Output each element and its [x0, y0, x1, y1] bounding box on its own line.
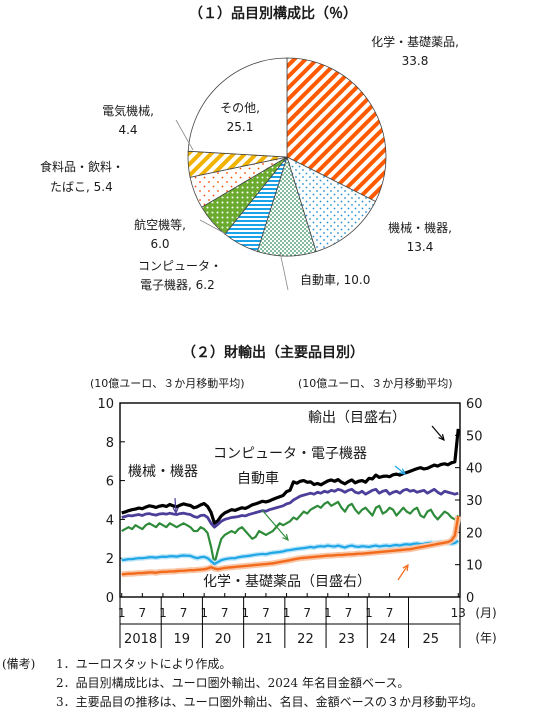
x-tick-month: 1: [242, 606, 250, 620]
x-tick-year: 23: [338, 632, 355, 647]
pie-label: その他,: [220, 101, 260, 115]
y-tick-right: 50: [466, 429, 483, 444]
y-tick-left: 0: [106, 591, 114, 606]
x-tick-month: 1: [365, 606, 373, 620]
x-unit-year: (年): [475, 631, 496, 645]
series-annotation: 化学・基礎薬品（目盛右）: [203, 573, 371, 590]
pie-label: 航空機等,: [134, 217, 186, 232]
x-tick-month: 7: [386, 606, 394, 620]
pie-value: 25.1: [227, 120, 254, 134]
series-line: [121, 539, 459, 566]
series-annotation: 輸出（目盛右）: [308, 410, 406, 426]
note-3: 3．主要品目の推移は、ユーロ圏外輸出、名目、金額ベースの３か月移動平均。: [56, 695, 484, 709]
annotation-arrow: [261, 509, 289, 541]
x-tick-month: 7: [303, 606, 311, 620]
x-tick-month: 7: [345, 606, 353, 620]
leader-line: [199, 219, 227, 235]
pie-chart: [187, 57, 387, 257]
x-tick-month: 1: [324, 606, 332, 620]
annotation-arrowhead: [402, 563, 409, 572]
y-tick-right: 10: [466, 559, 483, 574]
y-tick-left: 4: [106, 513, 114, 528]
y-tick-left: 6: [106, 475, 114, 490]
series-line: [121, 487, 459, 529]
x-tick-month: 1: [159, 606, 167, 620]
x-tick-month: 1: [283, 606, 291, 620]
pie-label: 機械・機器,: [388, 220, 452, 235]
x-tick-month: 7: [139, 606, 147, 620]
pie-labels: 化学・基礎薬品, 33.8 機械・機器, 13.4 自動車, 10.0 コンピュータ・電子…: [40, 34, 459, 292]
annotation-arrowhead: [399, 468, 407, 475]
annotation-arrow: [394, 465, 406, 475]
x-unit-month: (月): [475, 606, 496, 620]
y-tick-right: 0: [466, 591, 474, 606]
annotation-arrowhead: [172, 507, 179, 515]
series-line: [121, 500, 460, 566]
plot-frame: [119, 402, 461, 598]
pie-slice: [286, 57, 387, 202]
x-tick-year: 21: [256, 632, 273, 647]
x-tick-month: 7: [262, 606, 270, 620]
pie-label: たばこ, 5.4: [50, 180, 113, 194]
annotation-arrow: [397, 564, 409, 581]
annotation-arrowhead: [282, 534, 289, 542]
note-2: 2．品目別構成比は、ユーロ圏外輸出、2024 年名目金額ベース。: [56, 676, 410, 690]
x-tick-month: 1: [200, 606, 208, 620]
leader-line: [175, 119, 194, 151]
pie-value: 33.8: [402, 54, 429, 68]
pie-label: 自動車, 10.0: [300, 273, 370, 287]
y-tick-right: 60: [466, 397, 483, 412]
annotation-arrow: [174, 497, 177, 514]
pie-value: 4.4: [118, 123, 137, 137]
y-tick-right: 40: [466, 462, 483, 477]
x-tick-month: 1: [118, 606, 126, 620]
notes-prefix: (備考): [2, 657, 36, 671]
leader-line: [279, 251, 289, 291]
line-title: （２）財輸出（主要品目別）: [182, 344, 364, 361]
pie-label: 食料品・飲料・: [40, 159, 124, 174]
x-tick-year: 24: [380, 632, 397, 647]
pie-slice: [187, 57, 288, 158]
pie-value: 13.4: [407, 240, 434, 254]
pie-label: 電気機械,: [102, 103, 154, 118]
pie-label: コンピュータ・: [138, 259, 222, 273]
series-annotation: 機械・機器: [128, 464, 198, 480]
x-tick-month: 13: [451, 606, 466, 620]
annotation-arrow: [431, 425, 445, 441]
y-tick-left: 2: [106, 552, 114, 567]
x-tick-year: 2018: [124, 632, 157, 647]
pie-label: 電子機器, 6.2: [140, 277, 215, 292]
series-line: [121, 428, 460, 525]
left-axis-unit: (10億ユーロ、３か月移動平均): [90, 376, 245, 390]
right-axis-unit: (10億ユーロ、３か月移動平均): [298, 376, 453, 390]
y-tick-left: 8: [106, 436, 114, 451]
x-tick-year: 20: [215, 632, 232, 647]
y-tick-right: 20: [466, 526, 483, 541]
pie-value: 6.0: [150, 237, 169, 251]
x-tick-year: 25: [423, 632, 440, 647]
x-tick-year: 19: [174, 632, 191, 647]
series-annotation: 自動車: [237, 470, 279, 487]
note-1: 1．ユーロスタットにより作成。: [56, 657, 232, 671]
x-tick-month: 7: [180, 606, 188, 620]
x-tick-month: 7: [221, 606, 229, 620]
annotation-arrowhead: [438, 434, 445, 442]
y-tick-right: 30: [466, 494, 483, 509]
series-line: [121, 515, 460, 576]
pie-label: 化学・基礎薬品,: [371, 34, 459, 49]
x-tick-year: 22: [297, 632, 314, 647]
y-tick-left: 10: [97, 397, 114, 412]
series-annotation: コンピュータ・電子機器: [213, 446, 367, 462]
pie-title: （１）品目別構成比（％）: [189, 5, 357, 22]
